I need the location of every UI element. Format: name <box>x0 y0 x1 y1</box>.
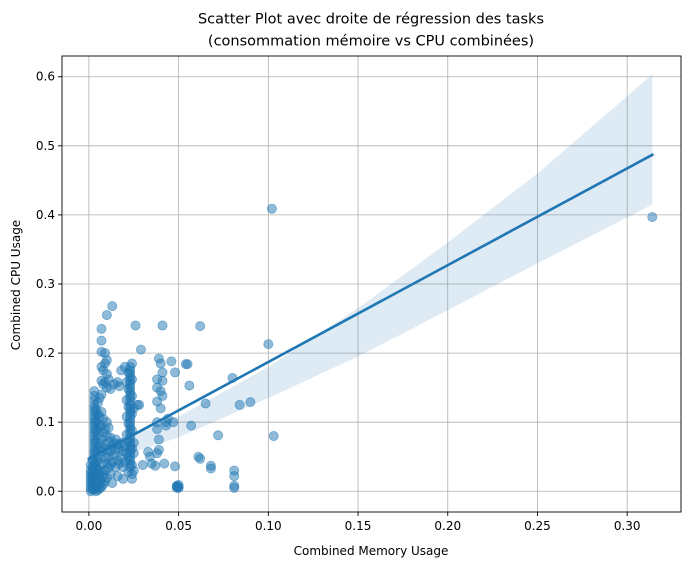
scatter-point <box>134 399 145 410</box>
scatter-point <box>101 310 112 321</box>
scatter-point <box>126 473 137 484</box>
scatter-point <box>128 437 139 448</box>
scatter-point <box>103 422 114 433</box>
scatter-point <box>123 367 134 378</box>
scatter-point <box>234 399 245 410</box>
scatter-point <box>155 358 166 369</box>
x-axis-ticks: 0.00 0.05 0.10 0.15 0.20 0.25 0.30 <box>76 512 641 533</box>
scatter-point <box>107 301 118 312</box>
scatter-point <box>195 321 206 332</box>
x-tick-label: 0.20 <box>434 519 461 533</box>
x-tick-label: 0.15 <box>345 519 372 533</box>
y-tick-label: 0.1 <box>36 415 55 429</box>
scatter-point <box>96 335 107 346</box>
scatter-point <box>121 395 132 406</box>
scatter-point <box>153 444 164 455</box>
chart-title-line-2: (consommation mémoire vs CPU combinées) <box>208 34 534 50</box>
regression-line-group <box>87 153 655 461</box>
y-tick-label: 0.4 <box>36 208 55 222</box>
y-tick-label: 0.2 <box>36 346 55 360</box>
x-tick-label: 0.10 <box>255 519 282 533</box>
scatter-point <box>128 448 139 459</box>
scatter-point <box>182 359 193 370</box>
scatter-point <box>121 377 132 388</box>
x-tick-label: 0.00 <box>76 519 103 533</box>
scatter-point <box>229 471 240 482</box>
scatter-point <box>647 211 658 222</box>
scatter-point <box>159 458 170 469</box>
x-tick-label: 0.30 <box>614 519 641 533</box>
scatter-point <box>173 482 184 493</box>
scatter-point <box>157 390 168 401</box>
x-axis-label: Combined Memory Usage <box>294 544 449 558</box>
x-tick-label: 0.05 <box>165 519 192 533</box>
scatter-point <box>266 203 277 214</box>
scatter-point <box>137 460 148 471</box>
y-tick-label: 0.5 <box>36 139 55 153</box>
scatter-point <box>153 434 164 445</box>
scatter-point <box>184 380 195 391</box>
scatter-point <box>166 356 177 367</box>
x-tick-label: 0.25 <box>524 519 551 533</box>
scatter-point <box>170 461 181 472</box>
scatter-point <box>155 403 166 414</box>
scatter-point <box>205 463 216 474</box>
scatter-point <box>195 453 206 464</box>
y-tick-label: 0.3 <box>36 277 55 291</box>
scatter-point <box>150 460 161 471</box>
scatter-point <box>186 420 197 431</box>
scatter-point <box>157 375 168 386</box>
scatter-point <box>263 339 274 350</box>
scatter-point <box>213 430 224 441</box>
scatter-point <box>130 320 141 331</box>
y-tick-label: 0.6 <box>36 70 55 84</box>
y-axis-ticks: 0.0 0.1 0.2 0.3 0.4 0.5 0.6 <box>36 70 62 498</box>
scatter-point <box>96 389 107 400</box>
scatter-point <box>229 482 240 493</box>
scatter-point <box>121 411 132 422</box>
scatter-point <box>96 323 107 334</box>
scatter-point <box>126 358 137 369</box>
chart-title-line-1: Scatter Plot avec droite de régression d… <box>198 12 544 28</box>
scatter-point <box>107 477 118 488</box>
scatter-point <box>200 398 211 409</box>
scatter-point <box>168 417 179 428</box>
scatter-point <box>101 354 112 365</box>
scatter-point <box>245 397 256 408</box>
y-tick-label: 0.0 <box>36 484 55 498</box>
scatter-point <box>157 367 168 378</box>
scatter-point <box>170 367 181 378</box>
y-axis-label: Combined CPU Usage <box>9 220 23 350</box>
scatter-point <box>135 344 146 355</box>
scatter-point <box>268 430 279 441</box>
regression-line <box>87 153 655 461</box>
scatter-point <box>157 320 168 331</box>
